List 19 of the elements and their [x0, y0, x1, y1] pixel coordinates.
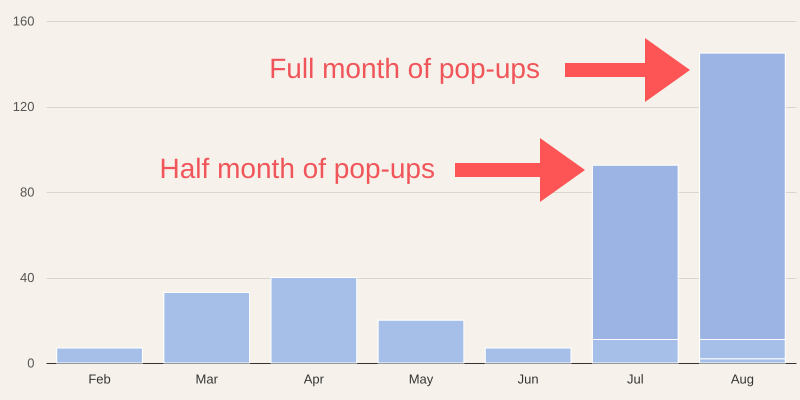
x-tick-label: Mar: [196, 372, 219, 386]
x-tick-label: May: [408, 372, 434, 386]
x-tick-label: Aug: [730, 372, 754, 386]
y-tick-label: 120: [12, 99, 34, 114]
x-tick-label: Feb: [88, 372, 111, 386]
x-tick-label: Jun: [518, 372, 539, 386]
y-tick-label: 160: [12, 14, 34, 28]
bar: [378, 320, 464, 364]
bar: [163, 292, 250, 364]
bar: [484, 348, 572, 364]
bar: [56, 348, 143, 364]
y-tick-label: 80: [20, 184, 34, 200]
annotation: Full month of pop-ups: [269, 53, 540, 84]
bar: [270, 277, 358, 364]
y-tick-label: 0: [27, 356, 34, 370]
y-tick-label: 40: [20, 270, 34, 285]
x-tick-label: Apr: [304, 372, 325, 386]
x-tick-label: Jul: [626, 372, 644, 386]
annotation: Half month of pop-ups: [160, 153, 435, 184]
